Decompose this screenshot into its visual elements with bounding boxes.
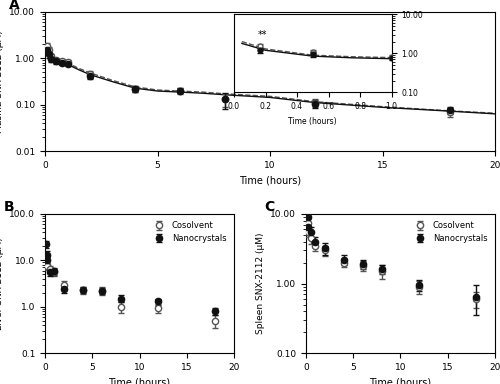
Text: B: B — [4, 200, 14, 214]
Text: A: A — [9, 0, 20, 12]
Legend: Cosolvent, Nanocrystals: Cosolvent, Nanocrystals — [150, 218, 230, 246]
X-axis label: Time (hours): Time (hours) — [108, 377, 170, 384]
Y-axis label: Plasma SNX-2112 (μM): Plasma SNX-2112 (μM) — [0, 30, 4, 132]
Legend: Cosolvent, Nanocrystals: Cosolvent, Nanocrystals — [410, 218, 491, 246]
Y-axis label: Liver SNX-2112 (μM): Liver SNX-2112 (μM) — [0, 237, 4, 330]
Text: C: C — [264, 200, 274, 214]
X-axis label: Time (hours): Time (hours) — [239, 175, 301, 185]
X-axis label: Time (hours): Time (hours) — [370, 377, 432, 384]
Y-axis label: Spleen SNX-2112 (μM): Spleen SNX-2112 (μM) — [256, 233, 265, 334]
